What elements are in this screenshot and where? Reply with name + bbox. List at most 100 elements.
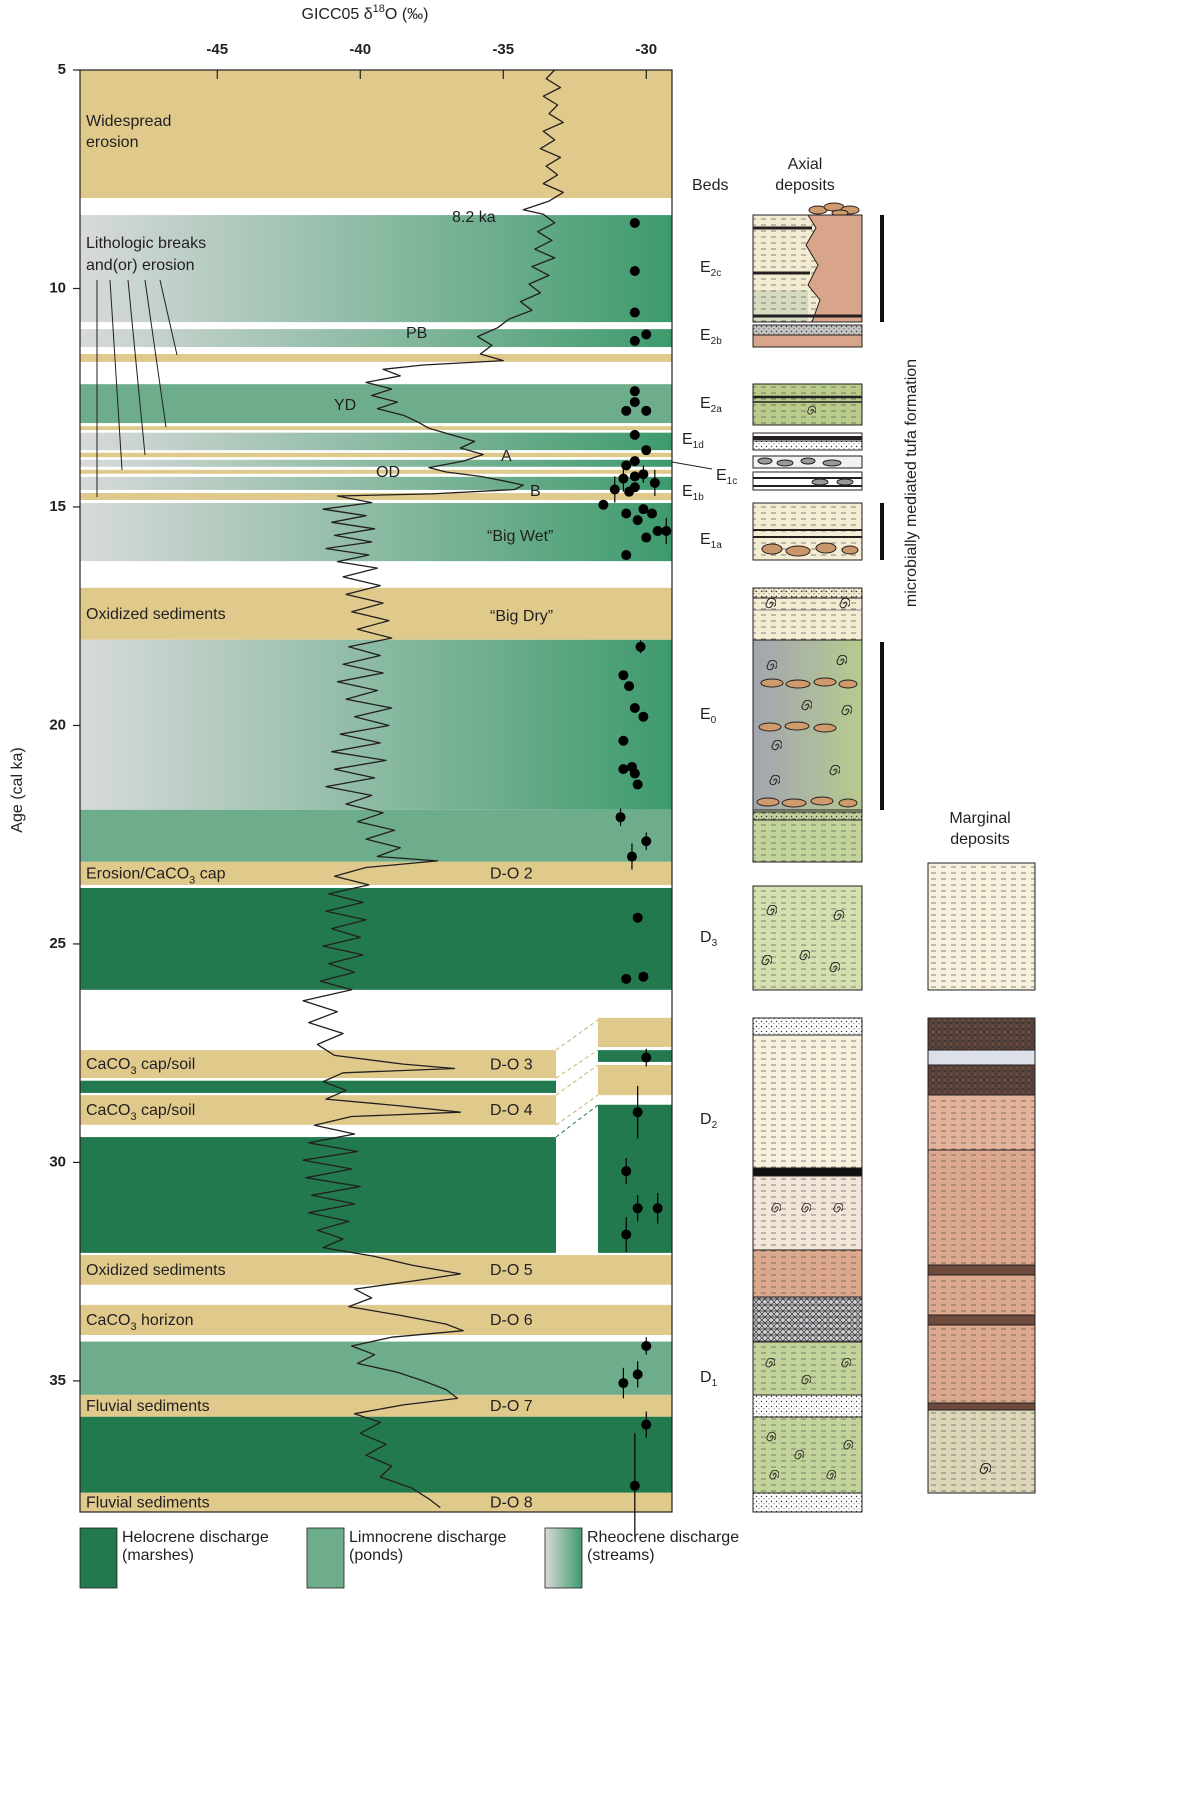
band-label: Fluvial sediments [86, 1495, 210, 1512]
bed-letter: D [700, 929, 712, 946]
date-point [627, 852, 637, 862]
band-label-text: cap/soil [137, 1056, 196, 1073]
bed-letter: D [700, 1111, 712, 1128]
layout-rect [928, 1150, 1035, 1410]
bed-label: E1b [682, 483, 704, 502]
band-helocrene [598, 1105, 672, 1253]
date-point [638, 972, 648, 982]
layout-rect [928, 1410, 1035, 1493]
figure: Oxidized sedimentsErosion/CaCO3 capD-O 2… [0, 0, 1184, 1790]
layout-ellipse [762, 544, 782, 554]
layout-ellipse [811, 797, 833, 805]
page: GICC05 record and spring discharge depos… [0, 0, 1184, 1790]
bed-sub: 0 [711, 715, 717, 726]
layout-rect [928, 1050, 1035, 1065]
band-tan [598, 1065, 672, 1095]
connector [556, 1020, 598, 1050]
band-tan [80, 354, 672, 362]
date-point [653, 526, 663, 536]
band-tan [80, 493, 672, 500]
annotation: B [530, 483, 541, 500]
bed-letter: E [700, 531, 711, 548]
date-point [633, 1203, 643, 1213]
bed-sub: 2 [712, 1120, 718, 1131]
band-helocrene [598, 1050, 672, 1062]
date-point [641, 445, 651, 455]
y-axis-title: Age (cal ka) [9, 747, 26, 832]
date-point [618, 764, 628, 774]
date-point [621, 460, 631, 470]
date-point [636, 642, 646, 652]
title-post: O (‰) [385, 6, 429, 23]
layout-ellipse [801, 458, 815, 464]
legend-swatch [80, 1528, 117, 1588]
date-point [630, 386, 640, 396]
date-point [641, 1420, 651, 1430]
layout-ellipse [785, 722, 809, 730]
band-tan [80, 453, 672, 457]
tufa-bars [880, 215, 884, 810]
annotation: YD [334, 397, 356, 414]
band-rheocrene [80, 433, 672, 450]
layout-ellipse [786, 546, 810, 556]
band-rheocrene [80, 640, 672, 810]
band-helocrene [80, 1137, 556, 1253]
band-label-text: cap [195, 866, 225, 883]
layout-ellipse [842, 546, 858, 554]
bed-letter: D [700, 1369, 712, 1386]
band-helocrene [80, 1081, 556, 1093]
layout-rect [753, 1168, 862, 1176]
band-tan [598, 1018, 672, 1047]
date-point [630, 397, 640, 407]
date-point [630, 308, 640, 318]
date-point [630, 703, 640, 713]
date-point [624, 681, 634, 691]
date-point [638, 712, 648, 722]
connector [556, 1050, 598, 1078]
layout-rect [753, 325, 862, 335]
bed-sub: 1d [693, 440, 704, 451]
layout-rect [928, 1315, 1035, 1325]
date-point [641, 533, 651, 543]
bed-label: D2 [700, 1111, 718, 1130]
bed-label: E1d [682, 431, 704, 450]
date-point [598, 500, 608, 510]
date-point [610, 484, 620, 494]
date-point [630, 266, 640, 276]
page-body: {"title": {"pre": "GICC05 δ", "sup": "18… [0, 0, 1184, 1790]
date-point [633, 913, 643, 923]
bed-label: D3 [700, 929, 718, 948]
annotation: Lithologic breaks [86, 235, 206, 252]
layout-ellipse [816, 543, 836, 553]
date-point [641, 836, 651, 846]
legend-label: Rheocrene discharge [587, 1529, 739, 1546]
band-label-text: Oxidized sediments [86, 606, 226, 623]
layout-rect [753, 441, 862, 450]
x-tick-label: -45 [206, 41, 228, 58]
x-tick-label: -30 [635, 41, 657, 58]
band-tan [80, 70, 672, 198]
layout-ellipse [814, 724, 836, 732]
legend-label: Limnocrene discharge [349, 1529, 507, 1546]
annotation: and(or) erosion [86, 257, 195, 274]
bed-label: E2c [700, 259, 721, 278]
date-point [624, 487, 634, 497]
date-point [630, 471, 640, 481]
layout-ellipse [839, 680, 857, 688]
annotation: “Big Dry” [490, 608, 553, 625]
date-point [630, 1481, 640, 1491]
layout-ellipse [761, 679, 783, 687]
do-label: D-O 2 [490, 866, 533, 883]
legend-note: (streams) [587, 1547, 655, 1564]
band-label-text: Fluvial sediments [86, 1495, 210, 1512]
bed-letter: E [682, 431, 693, 448]
date-point [647, 509, 657, 519]
tufa-bar [880, 215, 884, 322]
bed-label: E0 [700, 706, 717, 725]
layout-rect [928, 1403, 1035, 1410]
date-point [618, 736, 628, 746]
date-point [621, 509, 631, 519]
layout-rect [753, 1493, 862, 1512]
bed-letter: E [700, 706, 711, 723]
